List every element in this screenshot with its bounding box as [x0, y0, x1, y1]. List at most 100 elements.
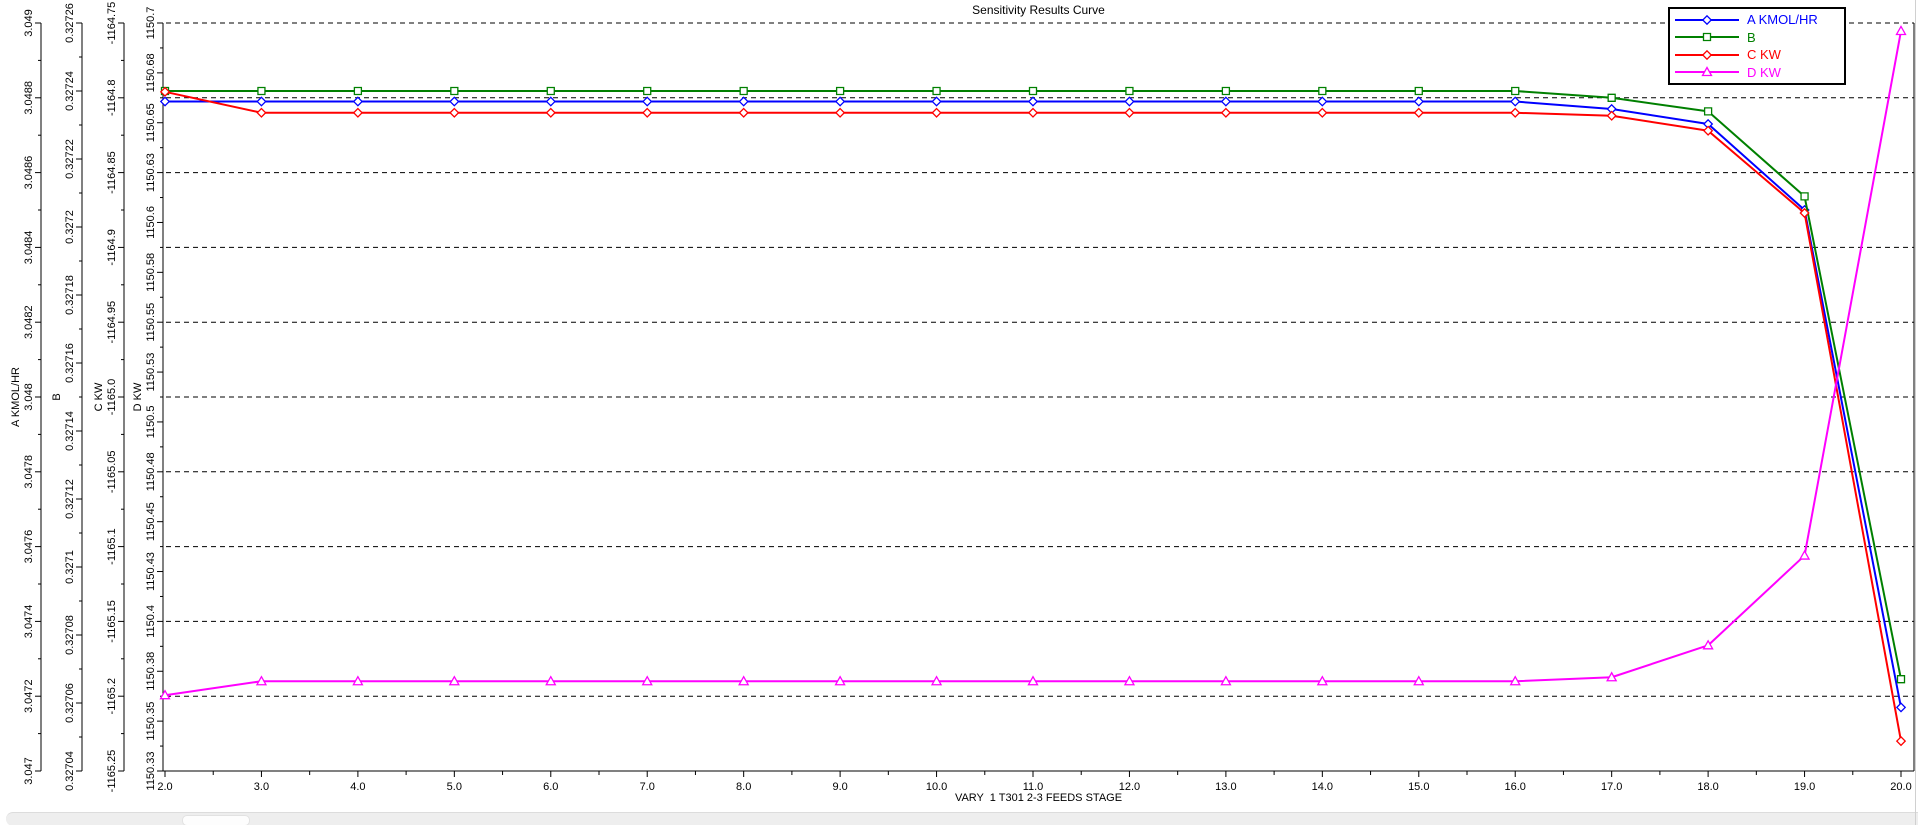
legend-item-c-kw[interactable]: C KW: [1670, 46, 1844, 63]
series-marker-a-kmol-hr: [1220, 96, 1232, 107]
y-tick-label: -1164.95: [106, 301, 118, 344]
series-marker-b: [1125, 86, 1134, 96]
y-tick-label: 1150.4: [145, 605, 157, 638]
x-tick-label: 18.0: [1697, 781, 1718, 793]
y-tick-label: -1165.05: [106, 450, 118, 493]
x-tick-label: 10.0: [926, 781, 947, 793]
series-marker-c-kw: [449, 107, 460, 118]
x-tick-label: 17.0: [1601, 781, 1622, 793]
series-marker-b: [1896, 675, 1906, 684]
x-tick-label: 6.0: [543, 781, 558, 793]
y-tick-label: 3.0472: [23, 679, 35, 713]
series-marker-a-kmol-hr: [1027, 96, 1039, 107]
series-marker-b: [1221, 86, 1231, 96]
series-marker-d-kw: [1123, 675, 1136, 686]
y-tick-label: 3.0486: [23, 156, 35, 190]
series-marker-a-kmol-hr: [1413, 96, 1424, 107]
chart-title: Sensitivity Results Curve: [972, 3, 1105, 17]
y-tick-label: 0.32724: [64, 71, 76, 111]
y-tick-label: 1150.6: [145, 206, 157, 239]
legend-item-a-kmol-hr[interactable]: A KMOL/HR: [1670, 11, 1844, 28]
legend-marker-shape: [1702, 33, 1712, 42]
legend-item-d-kw[interactable]: D KW: [1670, 64, 1844, 81]
series-marker-c-kw: [1510, 107, 1521, 118]
legend-item-b[interactable]: B: [1670, 29, 1844, 46]
horizontal-scrollbar[interactable]: [6, 812, 1918, 825]
legend-label: C KW: [1747, 47, 1781, 63]
y-tick-label: 1150.53: [145, 353, 157, 392]
series-marker-b: [353, 86, 363, 96]
legend-marker-shape: [1701, 66, 1713, 77]
legend: A KMOL/HR B C KW D KW: [1668, 7, 1846, 85]
x-tick-label: 19.0: [1794, 781, 1815, 793]
y-axis-title-c-kw: C KW: [93, 382, 105, 411]
series-marker-a-kmol-hr: [642, 96, 653, 107]
series-marker-b: [1414, 86, 1423, 96]
series-marker-c-kw: [1413, 107, 1424, 118]
series-line-c-kw: [164, 90, 1902, 742]
series-marker-a-kmol-hr: [449, 96, 460, 107]
series-marker-c-kw: [1220, 107, 1232, 118]
y-tick-label: 3.0476: [23, 530, 35, 564]
series-marker-c-kw: [1702, 125, 1714, 136]
series-marker-a-kmol-hr: [352, 96, 364, 107]
legend-label: D KW: [1747, 64, 1781, 80]
legend-marker-shape: [1701, 49, 1713, 60]
y-tick-label: -1165.15: [106, 600, 118, 643]
series-marker-d-kw: [1798, 549, 1811, 560]
y-tick-label: 1150.48: [145, 452, 157, 491]
series-marker-c-kw: [1799, 207, 1810, 219]
series-marker-d-kw: [159, 689, 171, 700]
legend-line-c-kw: [1675, 49, 1739, 61]
y-tick-label: 1150.38: [145, 652, 157, 691]
y-tick-label: -1164.8: [106, 80, 118, 117]
x-axis-title: VARY 1 T301 2-3 FEEDS STAGE: [954, 792, 1123, 804]
series-marker-d-kw: [1316, 675, 1328, 686]
series-line-d-kw: [164, 30, 1902, 697]
window-edge: [1915, 0, 1916, 825]
series-marker-d-kw: [1413, 675, 1425, 686]
y-tick-label: -1165.0: [106, 379, 118, 416]
legend-label: B: [1747, 29, 1756, 45]
series-marker-d-kw: [834, 675, 846, 686]
y-tick-label: 1150.43: [145, 552, 157, 591]
y-tick-label: -1165.25: [106, 750, 118, 793]
series-marker-c-kw: [834, 107, 846, 118]
y-tick-label: -1165.2: [106, 678, 118, 715]
y-tick-label: 1150.63: [145, 153, 157, 192]
legend-marker-triangle-icon: [1701, 66, 1713, 77]
series-marker-b: [835, 86, 845, 96]
series-marker-c-kw: [159, 86, 171, 97]
x-tick-label: 8.0: [736, 781, 751, 793]
series-marker-a-kmol-hr: [1510, 96, 1521, 107]
series-marker-d-kw: [448, 675, 460, 686]
series-marker-c-kw: [1606, 110, 1617, 121]
series-marker-c-kw: [545, 107, 556, 118]
y-tick-label: 1150.45: [145, 502, 157, 541]
y-tick-label: 0.32704: [64, 751, 76, 791]
y-tick-label: 1150.33: [145, 752, 157, 791]
series-marker-b: [1318, 86, 1327, 96]
y-tick-label: 0.3272: [64, 210, 76, 244]
y-tick-label: 1150.5: [145, 406, 157, 439]
y-tick-label: 0.32712: [64, 479, 76, 519]
x-tick-label: 3.0: [254, 781, 269, 793]
y-tick-label: 1150.65: [145, 103, 157, 142]
scrollbar-thumb[interactable]: [182, 815, 250, 825]
y-tick-label: 3.0488: [23, 81, 35, 115]
y-tick-label: 3.047: [23, 757, 35, 785]
series-marker-b: [1028, 86, 1038, 96]
y-tick-label: -1164.85: [106, 151, 118, 194]
series-marker-d-kw: [1027, 675, 1039, 686]
series-marker-c-kw: [1317, 107, 1328, 118]
y-axis-title-d-kw: D KW: [132, 382, 144, 411]
series-marker-a-kmol-hr: [931, 96, 942, 107]
x-tick-label: 13.0: [1215, 781, 1236, 793]
series-marker-a-kmol-hr: [1124, 96, 1135, 107]
series-marker-c-kw: [1027, 107, 1039, 118]
series-marker-d-kw: [1220, 675, 1232, 686]
x-tick-label: 7.0: [640, 781, 655, 793]
series-marker-b: [1703, 107, 1713, 116]
y-tick-label: 1150.55: [145, 303, 157, 342]
